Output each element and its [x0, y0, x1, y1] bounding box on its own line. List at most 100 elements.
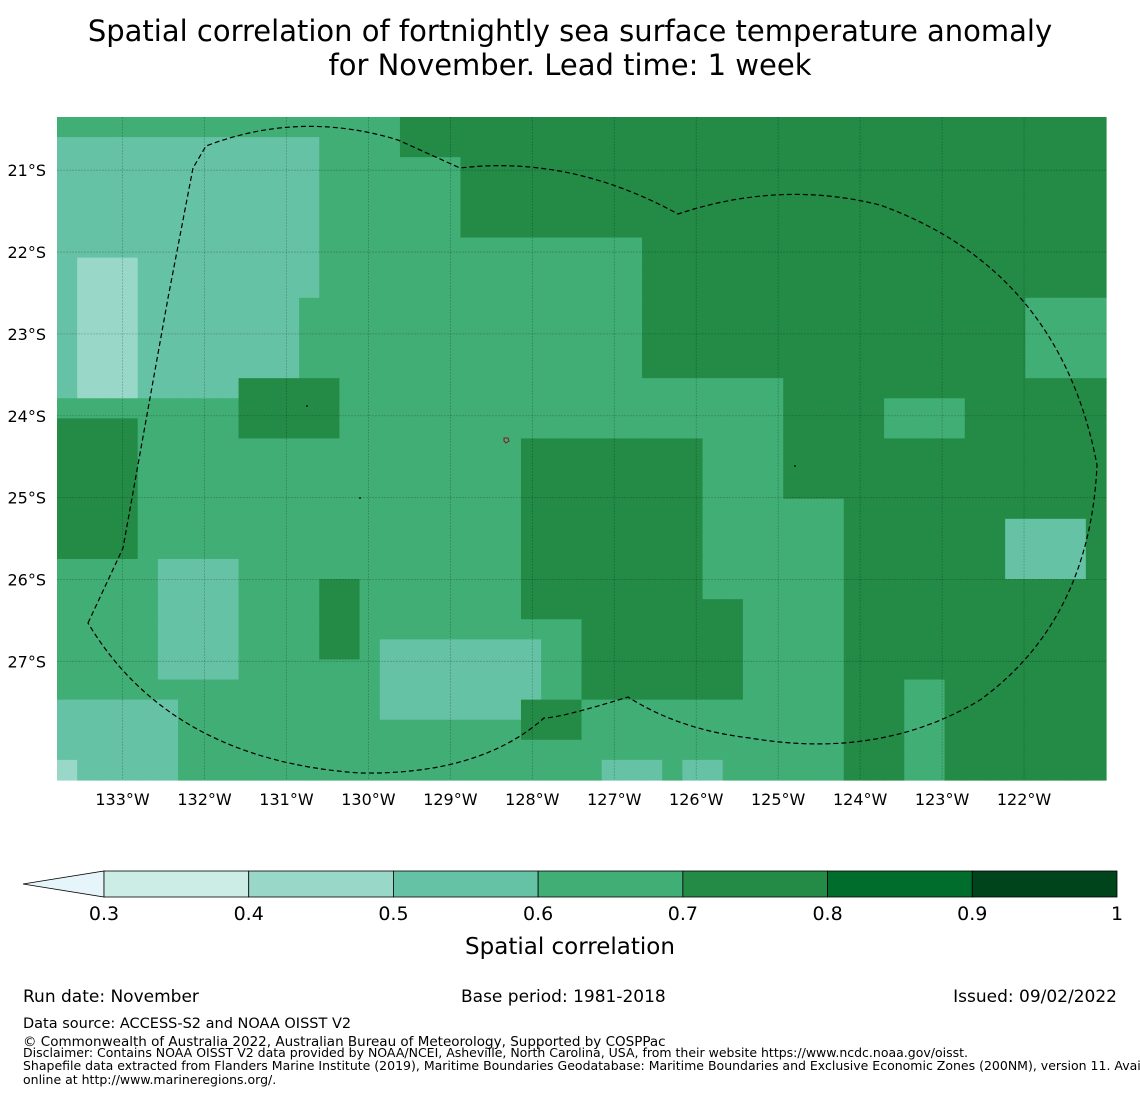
grid-cell [97, 358, 119, 379]
grid-cell [359, 418, 381, 440]
grid-cell [359, 157, 381, 178]
grid-cell [621, 378, 643, 399]
grid-cell [742, 538, 764, 560]
grid-cell [702, 177, 724, 198]
grid-cell [157, 679, 179, 701]
grid-cell [1005, 478, 1026, 500]
grid-cell [117, 297, 139, 319]
grid-cell [278, 358, 300, 379]
grid-cell [157, 619, 179, 640]
grid-cell [178, 599, 199, 620]
grid-cell [117, 398, 139, 419]
grid-cell [218, 378, 240, 399]
grid-cell [97, 117, 119, 138]
grid-cell [944, 317, 966, 339]
grid-cell [843, 358, 865, 379]
grid-cell [299, 157, 320, 178]
colorbar-segment [682, 870, 828, 898]
grid-cell [682, 277, 704, 299]
grid-cell [520, 518, 542, 540]
grid-cell [601, 458, 623, 480]
grid-cell [420, 277, 441, 299]
grid-cell [682, 639, 704, 661]
grid-cell [460, 719, 482, 741]
grid-cell [359, 117, 381, 138]
grid-cell [319, 699, 341, 721]
grid-cell [137, 237, 159, 259]
grid-cell [944, 177, 966, 198]
grid-cell [57, 759, 78, 781]
grid-cell [480, 538, 502, 560]
longitude-tick-label: 126°W [669, 790, 724, 809]
grid-cell [57, 619, 78, 640]
grid-cell [379, 358, 401, 379]
grid-cell [359, 237, 381, 259]
grid-cell [218, 398, 240, 419]
grid-cell [198, 398, 219, 419]
grid-cell [763, 719, 784, 741]
grid-cell [278, 538, 300, 560]
grid-cell [1025, 398, 1047, 419]
grid-cell [440, 157, 462, 178]
grid-cell [238, 679, 260, 701]
grid-cell [601, 237, 623, 259]
grid-cell [218, 639, 240, 661]
grid-cell [642, 297, 663, 319]
grid-cell [178, 759, 199, 781]
grid-cell [440, 518, 462, 540]
grid-cell [97, 317, 119, 339]
grid-cell [278, 398, 300, 419]
grid-cell [702, 619, 724, 640]
grid-cell [803, 438, 825, 460]
grid-cell [137, 197, 159, 219]
grid-cell [682, 538, 704, 560]
grid-cell [198, 378, 219, 399]
grid-cell [884, 538, 905, 560]
colorbar-label: Spatial correlation [465, 934, 675, 960]
grid-cell [1045, 317, 1067, 339]
grid-cell [702, 378, 724, 399]
grid-cell [722, 438, 744, 460]
grid-cell [642, 518, 663, 540]
grid-cell [520, 699, 542, 721]
grid-cell [1085, 197, 1107, 219]
grid-cell [1045, 759, 1067, 781]
grid-cell [581, 719, 603, 741]
grid-cell [863, 719, 885, 741]
grid-cell [642, 619, 663, 640]
grid-cell [561, 458, 583, 480]
grid-cell [662, 599, 683, 620]
grid-cell [500, 619, 522, 640]
grid-cell [218, 518, 240, 540]
grid-cell [621, 739, 643, 761]
grid-cell [1025, 538, 1047, 560]
grid-cell [601, 338, 623, 359]
grid-cell [520, 197, 542, 219]
grid-cell [722, 338, 744, 359]
grid-cell [420, 759, 441, 781]
grid-cell [117, 338, 139, 359]
grid-cell [258, 157, 280, 178]
grid-cell [843, 538, 865, 560]
grid-cell [339, 518, 361, 540]
grid-cell [1025, 257, 1047, 279]
grid-cell [97, 559, 119, 580]
grid-cell [601, 659, 623, 681]
grid-cell [299, 659, 320, 681]
grid-cell [843, 759, 865, 781]
grid-cell [783, 438, 804, 460]
grid-cell [178, 458, 199, 480]
grid-cell [1065, 699, 1087, 721]
grid-cell [319, 639, 341, 661]
grid-cell [77, 619, 98, 640]
grid-cell [843, 398, 865, 419]
grid-cell [682, 297, 704, 319]
grid-cell [984, 358, 1006, 379]
grid-cell [339, 217, 361, 239]
grid-cell [198, 699, 219, 721]
grid-cell [843, 297, 865, 319]
grid-cell [379, 137, 401, 158]
grid-cell [77, 739, 98, 761]
grid-cell [682, 237, 704, 259]
longitude-tick-label: 133°W [95, 790, 150, 809]
